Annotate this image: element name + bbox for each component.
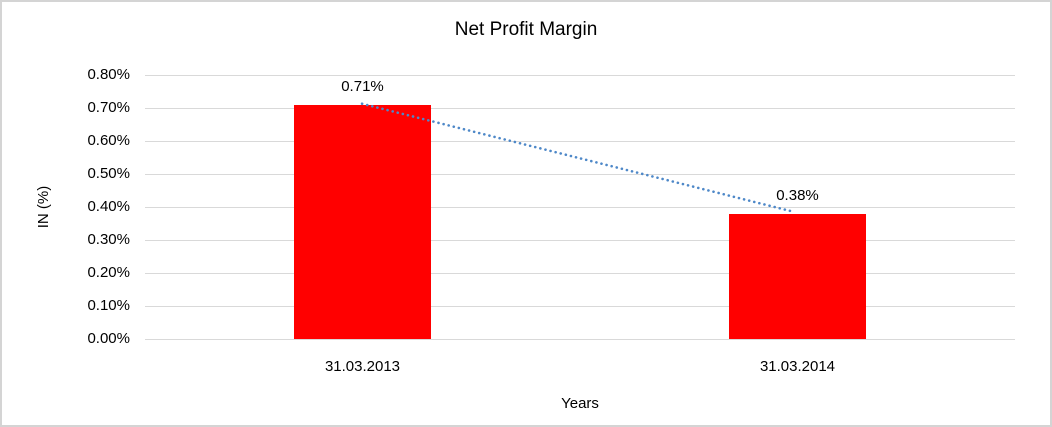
gridline: [145, 173, 1015, 175]
data-label: 0.71%: [341, 77, 384, 95]
gridline: [145, 338, 1015, 340]
gridline: [145, 206, 1015, 208]
y-tick-label: 0.00%: [87, 330, 130, 347]
gridline: [145, 272, 1015, 274]
bar: [294, 104, 431, 339]
gridline: [145, 107, 1015, 109]
x-tick-label: 31.03.2013: [324, 358, 401, 375]
bar: [729, 213, 866, 339]
x-tick-label: 31.03.2014: [759, 358, 836, 375]
y-tick-label: 0.70%: [87, 99, 130, 116]
gridline: [145, 239, 1015, 241]
gridline: [145, 74, 1015, 76]
chart-title: Net Profit Margin: [454, 19, 598, 40]
gridline: [145, 305, 1015, 307]
x-axis-title: Years: [561, 395, 599, 412]
data-label: 0.38%: [776, 186, 819, 204]
y-tick-label: 0.40%: [87, 198, 130, 215]
y-tick-label: 0.50%: [87, 165, 130, 182]
y-tick-label: 0.60%: [87, 132, 130, 149]
y-tick-label: 0.10%: [87, 297, 130, 314]
y-tick-label: 0.20%: [87, 264, 130, 281]
gridline: [145, 140, 1015, 142]
y-tick-label: 0.30%: [87, 231, 130, 248]
y-tick-label: 0.80%: [87, 66, 130, 83]
